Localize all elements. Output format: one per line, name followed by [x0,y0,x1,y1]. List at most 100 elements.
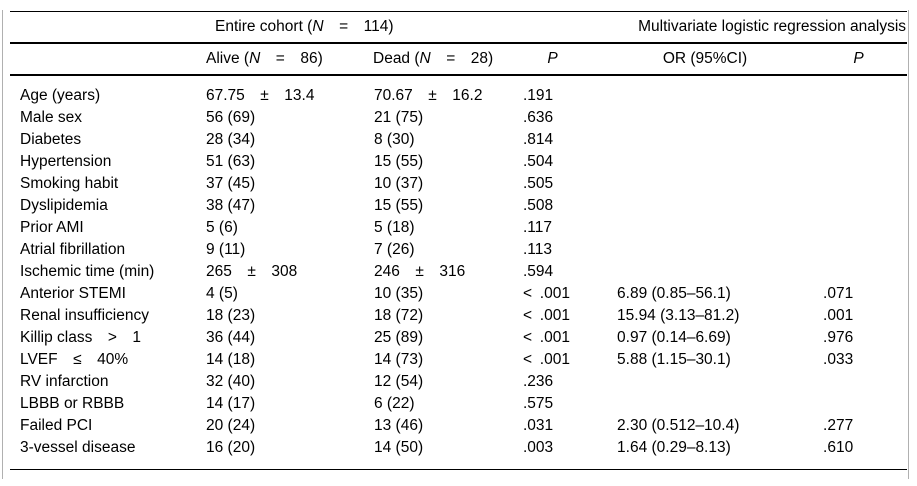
entire-cohort-text: Entire cohort ( [215,18,313,35]
table-figure-frame: Entire cohort (N = 114) Multivariate log… [2,10,909,479]
entire-cohort-n-symbol: N [312,18,324,35]
alive-column-header: Alive (N = 86) [205,43,373,76]
alive-value: 9 (11) [206,241,246,258]
p-value: < .001 [523,329,570,346]
alive-value: 265 ± 308 [206,263,298,280]
dead-value: 18 (72) [374,307,424,324]
alive-value: 20 (24) [206,417,256,434]
dead-column-header: Dead (N = 28) [373,43,505,76]
p-multivariate-value: .976 [823,329,854,346]
dead-value: 21 (75) [374,109,424,126]
p-value: .504 [523,153,554,170]
dead-value: 10 (35) [374,285,424,302]
table-row: Renal insufficiency 18 (23) 18 (72) < .001 1… [10,305,907,327]
odds-ratio-value [600,129,810,151]
row-label: Age (years) [20,87,101,104]
p-value: .636 [523,109,554,126]
row-label: Prior AMI [20,219,84,236]
row-label: Hypertension [20,153,112,170]
p-value: .575 [523,395,554,412]
row-label: LVEF ≤ 40% [20,351,129,368]
p-multivariate-value: .001 [823,307,854,324]
row-label: Male sex [20,109,83,126]
p-multivariate-value [810,151,907,173]
p-multivariate-value: .033 [823,351,854,368]
header-row-columns: Alive (N = 86) Dead (N = 28) P OR (95%CI… [10,43,908,76]
dead-value: 5 (18) [374,219,415,236]
p-multivariate-value [810,195,907,217]
p-value: .003 [505,437,601,470]
table-row: Failed PCI 20 (24) 13 (46) .031 2.30 (0.512–… [10,415,907,437]
table-row: Killip class > 1 36 (44) 25 (89) < .001 0.97… [10,327,907,349]
table-row: 3-vessel disease 16 (20) 14 (50) .003 1.64 (… [10,437,908,470]
table-row: Male sex 56 (69) 21 (75) .636 [10,107,907,129]
p-multivariate-value [810,107,907,129]
alive-value: 28 (34) [206,131,256,148]
p-multivariate-value: .610 [810,437,908,470]
dead-n-symbol: N [419,50,431,67]
odds-ratio-value [600,239,810,261]
p-value: .505 [523,175,554,192]
p-multivariate-value: .277 [823,417,854,434]
p-value: < .001 [523,285,570,302]
row-label: Dyslipidemia [20,197,108,214]
table-row: Prior AMI 5 (6) 5 (18) .117 [10,217,907,239]
alive-value: 37 (45) [206,175,256,192]
table-header: Entire cohort (N = 114) Multivariate log… [10,11,908,76]
odds-ratio-value [600,173,810,195]
dead-value: 25 (89) [374,329,424,346]
odds-ratio-value [600,393,810,415]
odds-ratio-value [600,371,810,393]
p-value: .594 [523,263,554,280]
alive-value: 51 (63) [206,153,256,170]
alive-count: = 86) [260,50,323,67]
p-multivariate-value [810,173,907,195]
p-value-column-header: P [505,43,601,76]
p-value: .117 [523,219,553,236]
row-label: 3-vessel disease [10,437,205,470]
table-row: Ischemic time (min) 265 ± 308 246 ± 316 .59… [10,261,907,283]
odds-ratio-value: 0.97 (0.14–6.69) [617,329,731,346]
dead-text: Dead ( [373,50,420,67]
table-row: Age (years) 67.75 ± 13.4 70.67 ± 16.2 .191 [10,75,907,107]
table-row: Hypertension 51 (63) 15 (55) .504 [10,151,907,173]
p-multivariate-value [810,261,907,283]
multivariate-group-header: Multivariate logistic regression analysi… [600,11,908,44]
alive-n-symbol: N [249,50,261,67]
alive-value: 16 (20) [205,437,373,470]
table-row: Diabetes 28 (34) 8 (30) .814 [10,129,907,151]
p-multivariate-column-header: P [810,43,908,76]
odds-ratio-value [600,261,810,283]
empty-header-cell [10,43,205,76]
row-label: LBBB or RBBB [20,395,125,412]
odds-ratio-value: 15.94 (3.13–81.2) [617,307,740,324]
dead-value: 8 (30) [374,131,415,148]
row-label: RV infarction [20,373,109,390]
cohort-statistics-table: Entire cohort (N = 114) Multivariate log… [10,11,908,470]
p-value: .814 [523,131,554,148]
odds-ratio-value [600,195,810,217]
alive-value: 32 (40) [206,373,256,390]
odds-ratio-value: 5.88 (1.15–30.1) [617,351,731,368]
dead-value: 6 (22) [374,395,415,412]
p-multivariate-value [810,129,907,151]
header-row-groups: Entire cohort (N = 114) Multivariate log… [10,11,908,44]
table-row: Atrial fibrillation 9 (11) 7 (26) .113 [10,239,907,261]
alive-value: 67.75 ± 13.4 [206,87,315,104]
table-row: LBBB or RBBB 14 (17) 6 (22) .575 [10,393,907,415]
dead-value: 13 (46) [374,417,424,434]
p-multivariate-value [810,217,907,239]
odds-ratio-value: 6.89 (0.85–56.1) [617,285,731,302]
odds-ratio-value [600,217,810,239]
p-multivariate-value [810,393,907,415]
row-label: Atrial fibrillation [20,241,126,258]
p-multivariate-value [810,75,907,107]
odds-ratio-value: 1.64 (0.29–8.13) [600,437,811,470]
dead-value: 15 (55) [374,153,424,170]
alive-value: 14 (18) [206,351,256,368]
p-multivariate-value [810,239,907,261]
alive-value: 14 (17) [206,395,256,412]
p-multivariate-value [810,371,907,393]
p-value: .113 [523,241,553,258]
table-row: Dyslipidemia 38 (47) 15 (55) .508 [10,195,907,217]
